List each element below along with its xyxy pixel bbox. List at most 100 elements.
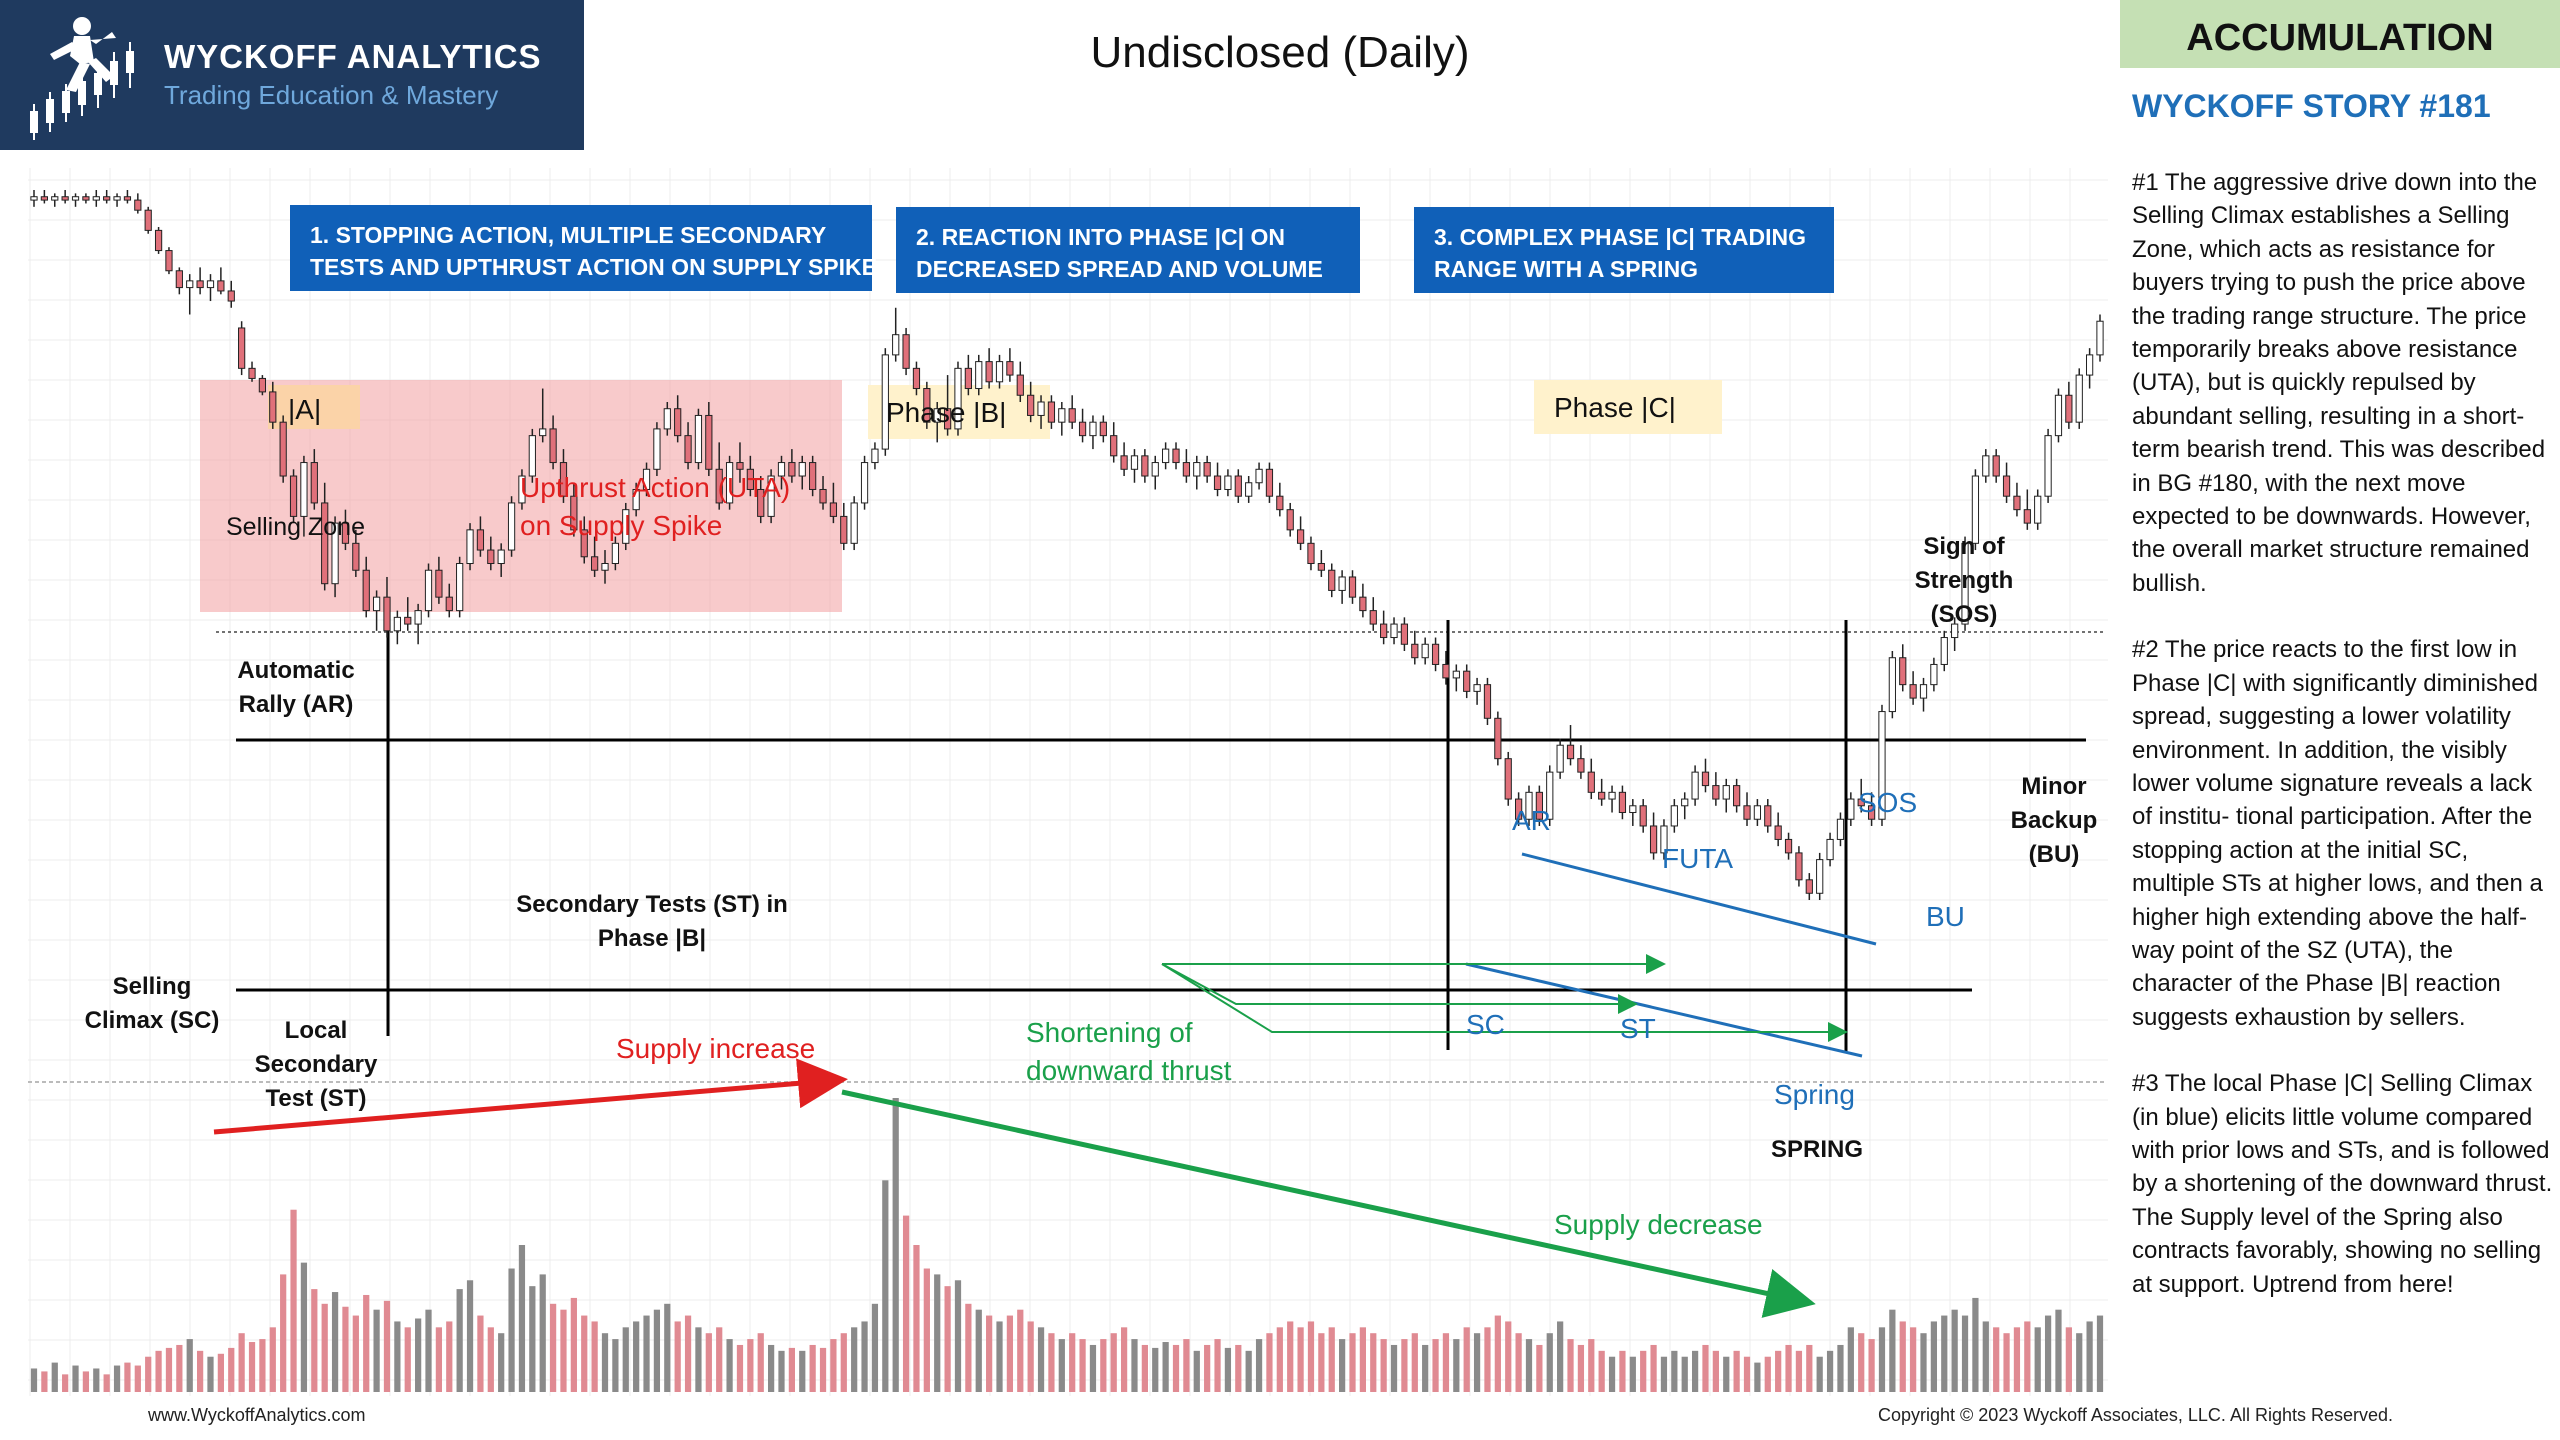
volume-bar [1349,1333,1356,1392]
candle-body [2044,435,2052,497]
volume-bar [1847,1327,1854,1392]
candle-body [1047,401,1056,423]
sos-label-line2: Strength [1915,567,2014,594]
candle-body [217,280,225,292]
box1-line2: TESTS AND UPTHRUST ACTION ON SUPPLY SPIK… [310,254,877,280]
candle [1546,765,1554,826]
candle-body [435,569,443,598]
candle [1878,704,1886,826]
candle [1234,469,1242,503]
candle [840,502,848,551]
volume-bar [62,1374,69,1392]
candle-body [1847,798,1855,820]
minor-bu-label-line3: (BU) [2029,841,2080,868]
volume-bar [290,1209,297,1392]
candles [30,190,2104,900]
volume-bar [1775,1350,1782,1392]
candle-body [134,199,142,211]
candle-body [580,529,588,558]
candle-body [113,196,121,201]
candle-body [1525,791,1533,820]
candle [1566,725,1575,766]
volume-bar [508,1268,515,1392]
candle [642,462,651,497]
volume-bar [633,1321,640,1392]
candle-body [1784,838,1793,854]
candle [186,274,194,315]
volume-bar [2003,1333,2010,1392]
candle-body [1514,798,1523,820]
shortening-arrow-2 [1161,963,1638,1014]
volume-bar [373,1309,380,1392]
candle-body [902,334,910,369]
candle-body [144,209,152,231]
candle-body [1328,569,1336,591]
candle-body [1400,623,1409,645]
volume-bar [612,1339,619,1392]
candle [798,455,806,490]
volume-bar [2013,1327,2021,1392]
volume-bar [1723,1356,1730,1392]
candle-body [487,549,495,565]
candle-body [1805,879,1813,894]
candle-body [736,462,744,470]
candle [165,247,173,275]
volume-bar [1899,1321,1906,1392]
candle [1857,778,1865,813]
candle [2023,489,2031,530]
candle [1120,442,1128,477]
candle-body [1317,563,1325,571]
candle-body [954,367,962,430]
volume-bar [456,1289,463,1392]
candle [40,190,48,204]
chart-grid [28,168,2108,1396]
candle [1743,792,1751,826]
candle [352,529,360,577]
candle-body [1078,421,1087,437]
candle-body [622,509,630,544]
volume-bar [1079,1339,1086,1392]
candle [694,408,703,470]
volume-bar [93,1368,100,1392]
volume-bar [2034,1327,2041,1392]
candle-body [1639,805,1647,827]
volume-bar [1411,1333,1418,1392]
volume-bar [1806,1344,1813,1392]
candle [2086,348,2094,389]
volume-bar [1743,1356,1751,1392]
volume-bar [1993,1327,2000,1392]
candle [1649,812,1658,860]
candle-body [1982,455,1990,477]
candle-body [331,522,339,585]
volume-bar [549,1303,557,1392]
candle [736,442,744,483]
candle [227,280,235,308]
candle [217,267,225,295]
volume-bar [1494,1315,1501,1392]
box2-line2: DECREASED SPREAD AND VOLUME [916,256,1323,282]
candle-body [1234,475,1242,497]
volume-bar [1733,1350,1740,1392]
channel-top-line [1521,852,1877,946]
minor-bu-label-line2: Backup [2011,807,2098,834]
candle [715,442,723,510]
candle [1587,758,1595,800]
candle-body [1826,838,1834,861]
volume-bar [207,1356,214,1392]
candle-body [943,408,952,430]
volume-bar [415,1318,422,1392]
candle-body [591,556,599,571]
candle-body [1743,805,1751,820]
candle-body [1265,468,1274,497]
candle-body [1151,462,1159,477]
volume-bar [591,1321,598,1392]
candle-body [1130,455,1139,470]
volume-bar [82,1371,90,1392]
candle [1286,502,1294,537]
candle-body [611,542,620,565]
candle [954,361,962,436]
candle [601,550,609,584]
candle [674,395,682,443]
volume-bar [674,1321,681,1392]
candle-body [1504,758,1512,800]
